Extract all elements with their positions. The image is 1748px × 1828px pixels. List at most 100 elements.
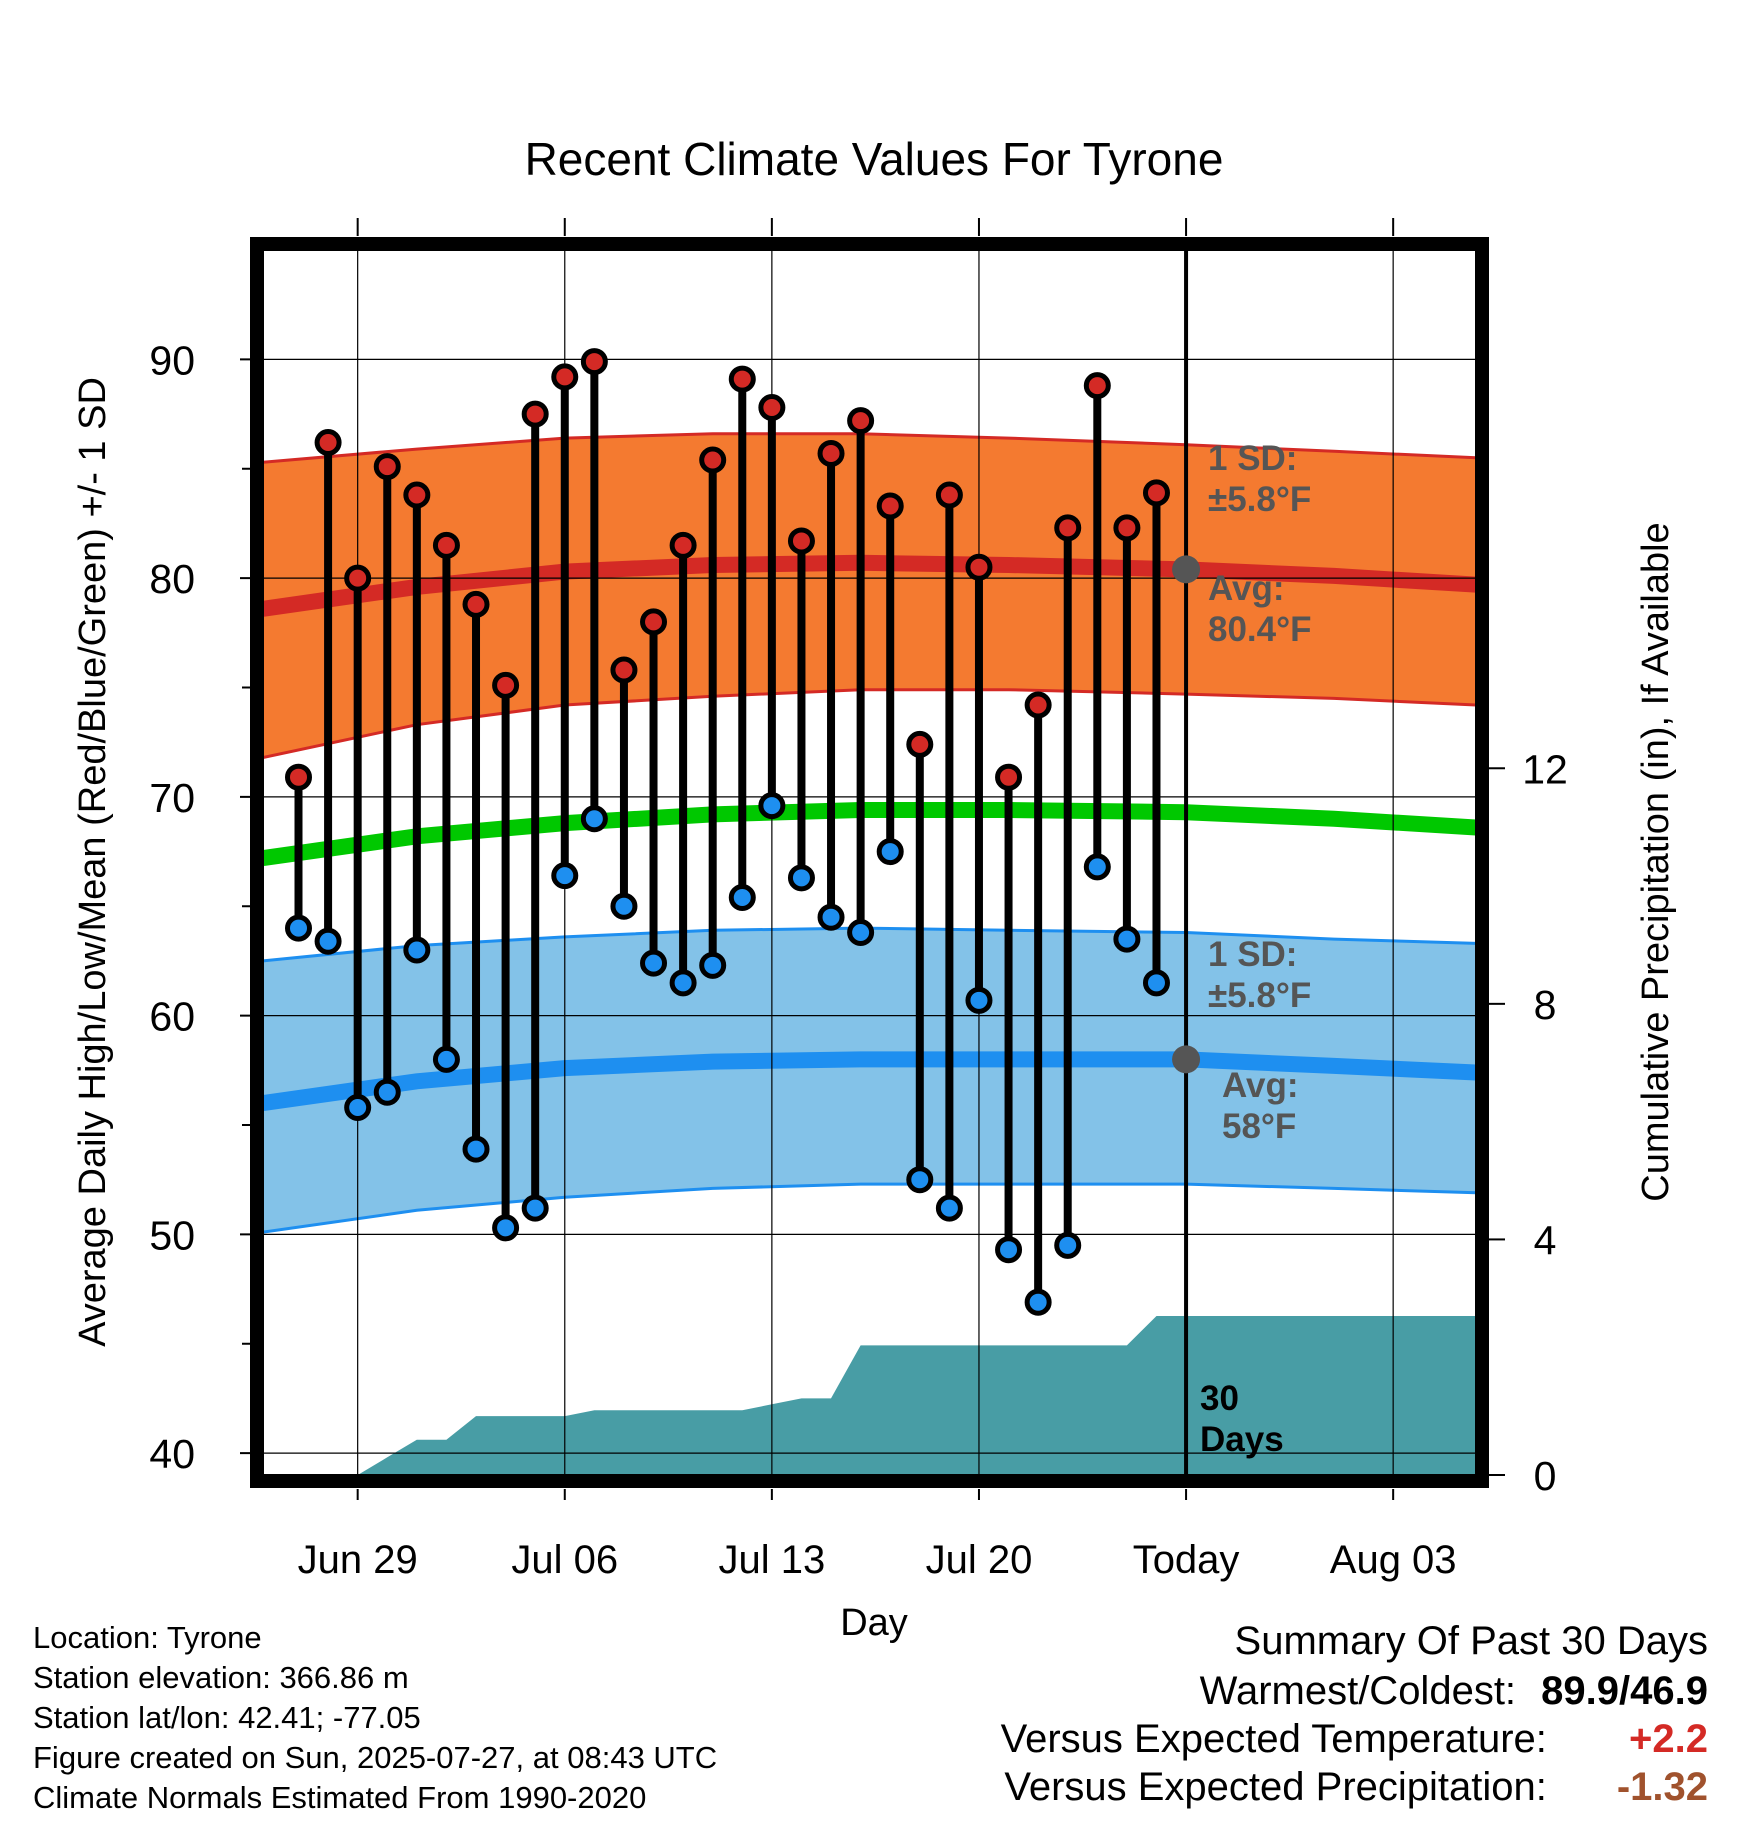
high-point xyxy=(1024,691,1052,719)
high-point xyxy=(1054,514,1082,542)
high-point xyxy=(699,446,727,474)
low-sd-label-line: ±5.8°F xyxy=(1208,976,1311,1015)
x-axis-label: Day xyxy=(840,1602,908,1644)
low-sd-lower-line xyxy=(263,1182,1476,1234)
summary-panel: Summary Of Past 30 Days Warmest/Coldest:… xyxy=(1001,1618,1708,1810)
low-point xyxy=(1054,1231,1082,1259)
high-sd-label: 1 SD: ±5.8°F xyxy=(1208,439,1311,519)
high-point xyxy=(787,527,815,555)
high-point xyxy=(876,492,904,520)
y2-tick-label: 12 xyxy=(1522,746,1568,792)
low-point xyxy=(906,1166,934,1194)
y-tick-label: 90 xyxy=(149,337,195,383)
low-point xyxy=(640,949,668,977)
high-point xyxy=(935,481,963,509)
high-point xyxy=(965,553,993,581)
high-point xyxy=(610,656,638,684)
today-avg-low-dot xyxy=(1172,1045,1201,1074)
low-point xyxy=(314,927,342,955)
warmest-value: 89.9/46.9 xyxy=(1541,1669,1708,1713)
high-sd-label-line: 1 SD: xyxy=(1208,439,1297,478)
low-point xyxy=(285,914,313,942)
precip-label: Versus Expected Precipitation: xyxy=(1004,1765,1547,1809)
high-point xyxy=(521,400,549,428)
high-point xyxy=(758,394,786,421)
high-point xyxy=(285,763,313,791)
low-point xyxy=(403,936,431,964)
high-sd-label-line: ±5.8°F xyxy=(1208,480,1311,519)
low-sd-label-line: 1 SD: xyxy=(1208,935,1297,974)
high-point xyxy=(817,439,845,467)
station-info: Location: Tyrone Station elevation: 366.… xyxy=(33,1620,717,1816)
low-avg-label-line: Avg: xyxy=(1222,1066,1298,1105)
chart-title: Recent Climate Values For Tyrone xyxy=(525,133,1224,185)
precip-days-label-line: 30 xyxy=(1200,1379,1239,1418)
high-point xyxy=(344,564,372,592)
x-tick-label: Jun 29 xyxy=(298,1538,418,1582)
high-point xyxy=(1113,514,1141,542)
low-point xyxy=(876,838,904,866)
high-point xyxy=(551,363,579,391)
precip-area xyxy=(357,1316,1476,1475)
high-point xyxy=(669,531,697,559)
summary-heading: Summary Of Past 30 Days xyxy=(1234,1619,1708,1663)
x-tick-label: Aug 03 xyxy=(1330,1538,1457,1582)
high-point xyxy=(847,407,875,435)
low-point xyxy=(373,1078,401,1106)
low-point xyxy=(847,919,875,946)
y2-axis-label: Cumulative Precipitation (in), If Availa… xyxy=(1635,522,1677,1201)
location-text: Location: Tyrone xyxy=(33,1620,262,1655)
low-point xyxy=(728,884,756,911)
y-tick-label: 80 xyxy=(149,556,195,602)
precip-value: -1.32 xyxy=(1616,1765,1708,1809)
temp-label: Versus Expected Temperature: xyxy=(1000,1717,1547,1761)
high-point xyxy=(995,763,1023,791)
low-point xyxy=(492,1214,520,1242)
latlon-text: Station lat/lon: 42.41; -77.05 xyxy=(33,1700,421,1735)
low-point xyxy=(1113,925,1141,953)
low-point xyxy=(1142,969,1170,997)
y-tick-label: 60 xyxy=(149,994,195,1040)
precip-days-label-line: Days xyxy=(1200,1420,1284,1459)
warmest-label: Warmest/Coldest: xyxy=(1199,1669,1517,1713)
high-point xyxy=(906,730,934,758)
high-point xyxy=(432,531,460,559)
high-point xyxy=(580,348,608,376)
temp-value: +2.2 xyxy=(1629,1717,1708,1761)
summary-temp-row: Versus Expected Temperature: +2.2 xyxy=(1001,1716,1708,1762)
low-point xyxy=(758,792,786,820)
low-point xyxy=(935,1194,963,1222)
high-point xyxy=(403,481,431,509)
high-point xyxy=(1083,372,1111,400)
high-point xyxy=(314,429,342,456)
low-sd-band xyxy=(263,928,1476,1233)
y2-tick-label: 4 xyxy=(1534,1217,1557,1263)
x-tick-label: Jul 06 xyxy=(511,1538,618,1582)
low-point xyxy=(995,1236,1023,1264)
y2-tick-label: 8 xyxy=(1534,982,1557,1028)
today-avg-high-dot xyxy=(1172,555,1201,584)
high-point xyxy=(1142,479,1170,507)
precip-days-label: 30 Days xyxy=(1200,1379,1284,1459)
daily-temperature-marks xyxy=(285,348,1170,1316)
low-avg-label-line: 58°F xyxy=(1222,1107,1296,1146)
low-point xyxy=(787,864,815,892)
normals-text: Climate Normals Estimated From 1990-2020 xyxy=(33,1780,647,1815)
high-point xyxy=(373,453,401,481)
low-point xyxy=(1024,1288,1052,1316)
high-point xyxy=(462,590,490,618)
summary-precip-row: Versus Expected Precipitation: -1.32 xyxy=(1001,1764,1708,1810)
low-point xyxy=(521,1194,549,1222)
high-avg-label: Avg: 80.4°F xyxy=(1208,569,1312,649)
high-avg-label-line: Avg: xyxy=(1208,569,1284,608)
low-point xyxy=(462,1135,490,1163)
x-tick-label: Jul 13 xyxy=(718,1538,825,1582)
y-axis-label: Average Daily High/Low/Mean (Red/Blue/Gr… xyxy=(72,377,114,1347)
low-point xyxy=(551,862,579,890)
low-point xyxy=(965,986,993,1014)
low-point xyxy=(432,1045,460,1073)
high-point xyxy=(640,608,668,636)
low-point xyxy=(669,969,697,997)
x-tick-label: Jul 20 xyxy=(926,1538,1033,1582)
